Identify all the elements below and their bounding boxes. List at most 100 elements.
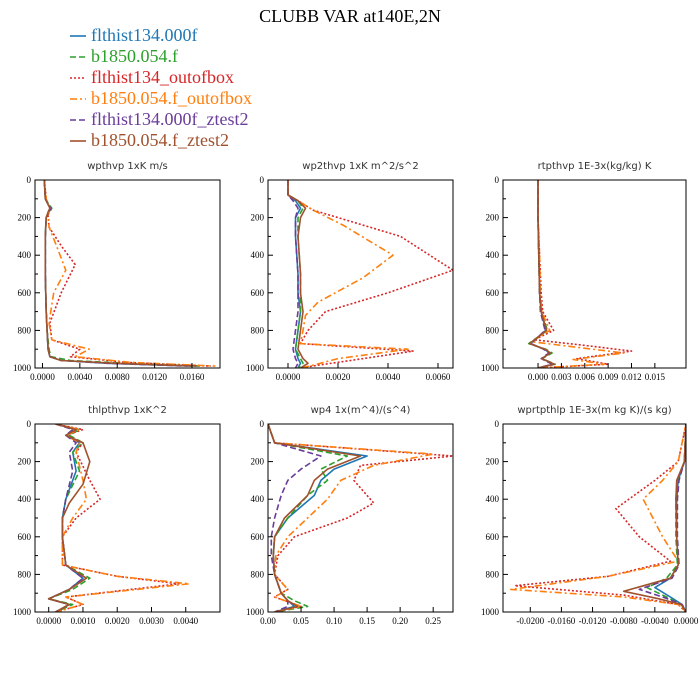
series-line xyxy=(43,180,211,367)
panel-title: wp2thvp 1xK m^2/s^2 xyxy=(302,161,418,172)
y-tick-label: 200 xyxy=(251,213,265,223)
series-line xyxy=(268,424,434,612)
y-tick-label: 400 xyxy=(251,250,265,260)
axis-frame xyxy=(267,423,454,613)
x-tick-label: 0.006 xyxy=(575,372,596,382)
x-tick-label: 0.012 xyxy=(621,372,641,382)
x-tick-label: 0.0040 xyxy=(173,616,198,626)
chart-title: CLUBB VAR at140E,2N xyxy=(259,6,441,26)
x-tick-label: -0.0080 xyxy=(610,616,638,626)
x-tick-label: 0.0000 xyxy=(30,372,55,382)
x-tick-label: -0.0120 xyxy=(579,616,607,626)
panel: wp2thvp 1xK m^2/s^2 0 200 400 600 800 1000 0.00… xyxy=(246,161,454,382)
series-line xyxy=(287,180,409,368)
legend-entry: b1850.054.f xyxy=(91,46,178,66)
series-line xyxy=(287,180,453,368)
legend-entry: b1850.054.f_outofbox xyxy=(91,88,252,108)
y-tick-label: 600 xyxy=(251,288,265,298)
x-tick-label: 0.0040 xyxy=(376,372,401,382)
panel: rtpthvp 1E-3x(kg/kg) K 0 200 400 600 800 1000 0… xyxy=(481,161,687,382)
y-tick-label: 0 xyxy=(27,175,32,185)
x-tick-label: -0.0160 xyxy=(548,616,576,626)
y-tick-label: 0 xyxy=(495,175,500,185)
series-line xyxy=(513,424,686,612)
series-line xyxy=(531,180,625,368)
x-tick-label: 0.0030 xyxy=(139,616,164,626)
series-line xyxy=(47,424,91,612)
panel-title: wpthvp 1xK m/s xyxy=(87,161,168,172)
x-tick-label: 0.0000 xyxy=(276,372,301,382)
x-tick-label: -0.0200 xyxy=(516,616,544,626)
y-tick-label: 800 xyxy=(486,569,500,579)
y-tick-label: 0 xyxy=(27,419,32,429)
y-tick-label: 400 xyxy=(486,494,500,504)
series-line xyxy=(287,180,309,368)
series-line xyxy=(268,424,349,612)
series-line xyxy=(638,424,686,612)
x-tick-label: 0.003 xyxy=(551,372,572,382)
x-tick-label: 0.10 xyxy=(326,616,342,626)
x-tick-label: 0.009 xyxy=(598,372,619,382)
y-tick-label: 800 xyxy=(18,569,32,579)
y-tick-label: 800 xyxy=(18,325,32,335)
x-tick-label: 0.0160 xyxy=(180,372,205,382)
y-tick-label: 400 xyxy=(486,250,500,260)
y-tick-label: 400 xyxy=(18,250,32,260)
y-tick-label: 1000 xyxy=(246,607,265,617)
x-tick-label: 0.15 xyxy=(359,616,375,626)
x-tick-label: 0.0000 xyxy=(674,616,699,626)
y-tick-label: 200 xyxy=(251,457,265,467)
panel-title: thlpthvp 1xK^2 xyxy=(88,405,167,416)
legend-entry: b1850.054.f_ztest2 xyxy=(91,130,229,150)
x-tick-label: 0.00 xyxy=(260,616,276,626)
legend-entry: flthist134_outofbox xyxy=(91,67,234,87)
y-tick-label: 200 xyxy=(486,213,500,223)
series-line xyxy=(55,424,190,612)
series-line xyxy=(287,180,302,368)
panel: wprtpthlp 1E-3x(m kg K)/(s kg) 0 200 400 600… xyxy=(481,405,699,626)
panel: thlpthvp 1xK^2 0 200 400 600 800 1000 0.0000 0.0… xyxy=(13,405,221,626)
y-tick-label: 200 xyxy=(486,457,500,467)
series-line xyxy=(43,180,193,367)
x-tick-label: 0.000 xyxy=(528,372,549,382)
y-tick-label: 0 xyxy=(495,419,500,429)
y-tick-label: 600 xyxy=(486,288,500,298)
y-tick-label: 0 xyxy=(260,175,265,185)
x-tick-label: 0.0000 xyxy=(36,616,61,626)
y-tick-label: 600 xyxy=(251,532,265,542)
series-line xyxy=(43,180,202,367)
x-tick-label: -0.0040 xyxy=(641,616,669,626)
x-tick-label: 0.0020 xyxy=(326,372,351,382)
series-line xyxy=(268,424,453,612)
x-tick-label: 0.05 xyxy=(293,616,309,626)
y-tick-label: 1000 xyxy=(13,607,32,617)
y-tick-label: 1000 xyxy=(13,363,32,373)
series-line xyxy=(287,180,299,368)
y-tick-label: 600 xyxy=(486,532,500,542)
x-tick-label: 0.0010 xyxy=(71,616,96,626)
y-tick-label: 1000 xyxy=(481,607,500,617)
series-line xyxy=(533,180,633,368)
axis-frame xyxy=(502,179,687,369)
legend-entry: flthist134.000f xyxy=(91,25,198,45)
series-line xyxy=(268,424,322,612)
y-tick-label: 400 xyxy=(251,494,265,504)
series-line xyxy=(55,424,180,612)
y-tick-label: 600 xyxy=(18,532,32,542)
series-line xyxy=(43,180,216,367)
legend: flthist134.000fb1850.054.fflthist134_out… xyxy=(70,25,252,150)
x-tick-label: 0.25 xyxy=(425,616,441,626)
x-tick-label: 0.0060 xyxy=(426,372,451,382)
panel-title: wp4 1x(m^4)/(s^4) xyxy=(311,405,411,416)
y-tick-label: 1000 xyxy=(246,363,265,373)
y-tick-label: 400 xyxy=(18,494,32,504)
x-tick-label: 0.0020 xyxy=(105,616,130,626)
y-tick-label: 800 xyxy=(251,569,265,579)
y-tick-label: 1000 xyxy=(481,363,500,373)
y-tick-label: 600 xyxy=(18,288,32,298)
y-tick-label: 200 xyxy=(18,457,32,467)
